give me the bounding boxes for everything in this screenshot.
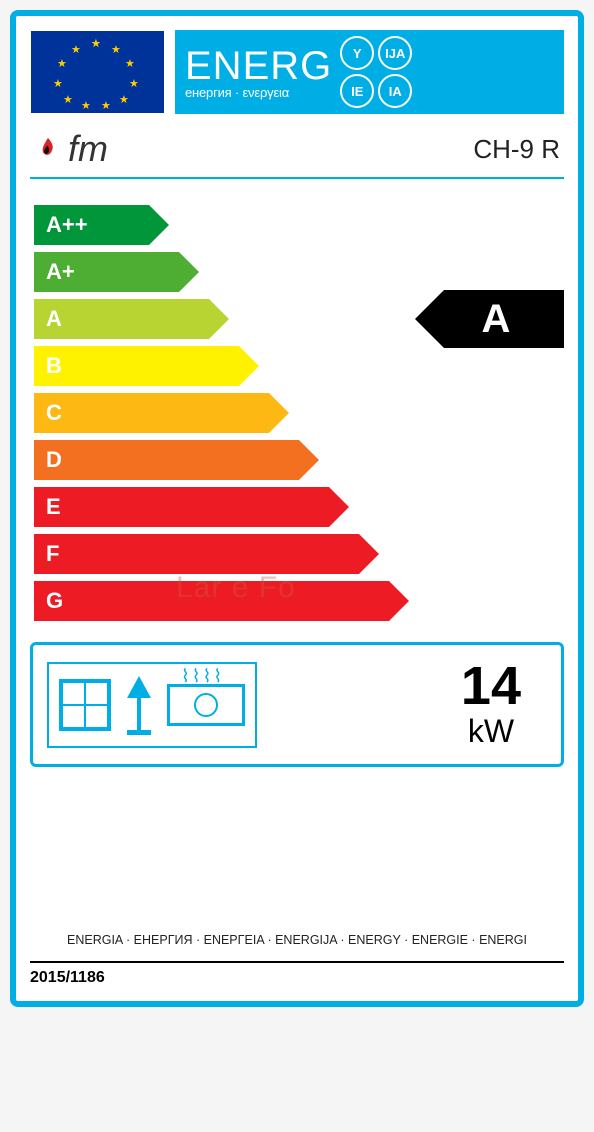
product-class-label: A [482, 297, 511, 342]
lang-circle: IA [378, 74, 412, 108]
efficiency-arrow: E [34, 487, 329, 527]
efficiency-arrow: D [34, 440, 299, 480]
lang-circle: Y [340, 36, 374, 70]
efficiency-arrow: A [34, 299, 209, 339]
lang-circle: IJA [378, 36, 412, 70]
energy-label: ★ ★ ★ ★ ★ ★ ★ ★ ★ ★ ★ ★ ENERG енергия · … [10, 10, 584, 1007]
energ-text: ENERG енергия · ενεργεια [185, 46, 332, 99]
efficiency-arrows: A A++A+ABCDEFG [30, 203, 564, 622]
energ-circles: Y IJA IE IA [340, 36, 412, 108]
eu-flag-icon: ★ ★ ★ ★ ★ ★ ★ ★ ★ ★ ★ ★ [30, 30, 165, 114]
power-value: 14 [461, 659, 521, 713]
brand-logo: fm [34, 135, 108, 164]
power-box: ⌇⌇⌇⌇ 14 kW [30, 642, 564, 767]
power-unit: kW [461, 713, 521, 750]
efficiency-arrow: A++ [34, 205, 149, 245]
window-icon [59, 679, 111, 731]
efficiency-arrow: B [34, 346, 239, 386]
efficiency-arrow: A+ [34, 252, 179, 292]
brand-row: fm CH-9 R [30, 128, 564, 179]
lamp-icon [121, 672, 157, 738]
heat-waves-icon: ⌇⌇⌇⌇ [181, 666, 224, 687]
efficiency-arrow-row: F [34, 532, 564, 575]
efficiency-arrow-row: E [34, 485, 564, 528]
efficiency-arrow-row: A++ [34, 203, 564, 246]
footer-languages: ENERGIA · ЕНЕРГИЯ · ΕΝΕΡΓΕΙΑ · ENERGIJA … [30, 927, 564, 961]
flame-icon [34, 136, 62, 164]
heater-icon: ⌇⌇⌇⌇ [167, 684, 245, 726]
product-class-indicator: A [444, 290, 564, 348]
regulation-number: 2015/1186 [30, 961, 564, 987]
lang-circle: IE [340, 74, 374, 108]
model-name: CH-9 R [473, 134, 560, 165]
header-row: ★ ★ ★ ★ ★ ★ ★ ★ ★ ★ ★ ★ ENERG енергия · … [30, 30, 564, 114]
efficiency-arrow-row: D [34, 438, 564, 481]
efficiency-arrow-row: C [34, 391, 564, 434]
brand-name: fm [68, 135, 108, 164]
efficiency-arrow: F [34, 534, 359, 574]
efficiency-arrow-row: A+ [34, 250, 564, 293]
efficiency-arrow-row: G [34, 579, 564, 622]
efficiency-arrow-row: B [34, 344, 564, 387]
energ-title: ENERG [185, 46, 332, 86]
efficiency-arrow: C [34, 393, 269, 433]
efficiency-arrow: G [34, 581, 389, 621]
energ-title-block: ENERG енергия · ενεργεια Y IJA IE IA [175, 30, 564, 114]
power-text: 14 kW [461, 659, 521, 750]
heater-icons-group: ⌇⌇⌇⌇ [47, 662, 257, 748]
